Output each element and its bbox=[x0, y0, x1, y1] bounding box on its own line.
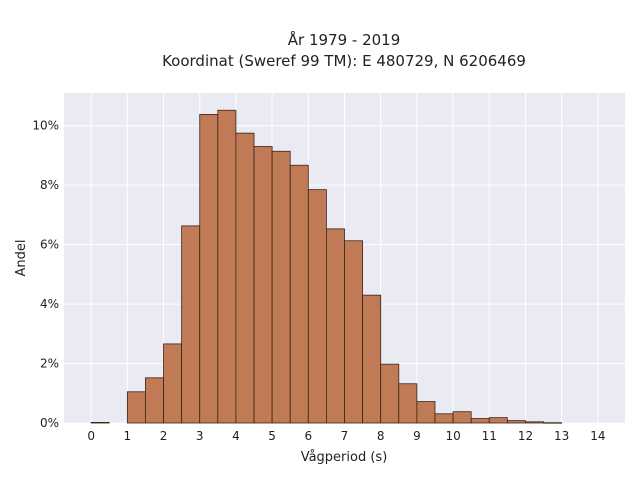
y-tick-label: 6% bbox=[40, 238, 59, 252]
histogram-bar bbox=[525, 421, 544, 424]
x-tick-label: 14 bbox=[590, 429, 605, 443]
x-tick-label: 5 bbox=[268, 429, 276, 443]
x-tick-label: 10 bbox=[445, 429, 460, 443]
x-tick-label: 8 bbox=[377, 429, 385, 443]
bars bbox=[90, 109, 563, 424]
x-tick-label: 7 bbox=[341, 429, 349, 443]
x-tick-label: 3 bbox=[196, 429, 204, 443]
x-tick-label: 11 bbox=[482, 429, 497, 443]
histogram-bar bbox=[253, 146, 273, 424]
x-tick-label: 0 bbox=[87, 429, 95, 443]
histogram-bar bbox=[235, 132, 255, 424]
histogram-bar bbox=[181, 225, 201, 424]
histogram-bar bbox=[307, 189, 327, 424]
y-tick-label: 2% bbox=[40, 357, 59, 371]
histogram-bar bbox=[145, 377, 164, 424]
y-tick-label: 0% bbox=[40, 416, 59, 430]
x-axis-label: Vågperiod (s) bbox=[301, 450, 388, 465]
x-tick-label: 2 bbox=[160, 429, 168, 443]
histogram-bar bbox=[217, 109, 237, 424]
histogram-bar bbox=[126, 391, 146, 424]
x-tick-label: 12 bbox=[518, 429, 533, 443]
histogram-bar bbox=[289, 164, 309, 424]
histogram-bar bbox=[398, 383, 418, 424]
y-axis-label: Andel bbox=[14, 240, 29, 277]
histogram-bar bbox=[380, 363, 400, 424]
histogram-bar bbox=[326, 228, 345, 424]
histogram-bar bbox=[416, 401, 436, 424]
histogram-bar bbox=[344, 240, 363, 424]
histogram-bar bbox=[452, 411, 472, 424]
y-axis-ticks: 0% 2% 4% 6% 8% 10% bbox=[32, 119, 59, 430]
histogram-bar bbox=[199, 114, 219, 424]
histogram-bar bbox=[163, 343, 183, 424]
x-tick-label: 13 bbox=[554, 429, 569, 443]
grid-lines bbox=[64, 93, 625, 424]
x-tick-label: 6 bbox=[304, 429, 312, 443]
histogram-bar bbox=[506, 420, 526, 424]
chart-subtitle: Koordinat (Sweref 99 TM): E 480729, N 62… bbox=[162, 52, 526, 70]
x-tick-label: 1 bbox=[124, 429, 132, 443]
histogram-bar bbox=[434, 413, 454, 424]
histogram-bar bbox=[362, 294, 382, 424]
x-axis-ticks: 0 1 2 3 4 5 6 7 8 9 10 11 12 13 14 bbox=[87, 429, 605, 443]
y-tick-label: 4% bbox=[40, 297, 59, 311]
y-tick-label: 8% bbox=[40, 178, 59, 192]
histogram-bar bbox=[90, 422, 110, 424]
histogram-bar bbox=[271, 150, 291, 424]
chart-title: År 1979 - 2019 bbox=[288, 30, 401, 49]
histogram-bar bbox=[488, 417, 508, 424]
y-tick-label: 10% bbox=[32, 119, 59, 133]
histogram-bar bbox=[543, 422, 563, 424]
x-tick-label: 4 bbox=[232, 429, 240, 443]
histogram-bar bbox=[470, 418, 490, 424]
x-tick-label: 9 bbox=[413, 429, 421, 443]
